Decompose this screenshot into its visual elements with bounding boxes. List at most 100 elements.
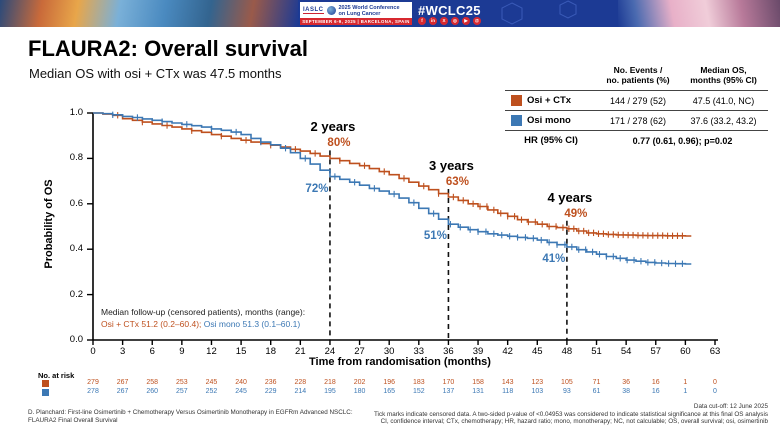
x-tick-label: 42: [502, 346, 513, 357]
x-tick-label: 0: [90, 346, 96, 357]
risk-value: 61: [592, 388, 601, 395]
youtube-icon[interactable]: ▶: [462, 17, 470, 25]
hr-label: HR (95% CI): [524, 135, 578, 146]
risk-value: 36: [622, 379, 631, 386]
conference-logo-box: IASLC 2025 World Conference on Lung Canc…: [300, 2, 412, 25]
osi-ctx-median: 47.5 (41.0, NC): [692, 95, 755, 106]
col-header-median-os: Median OS, months (95% CI): [690, 65, 757, 85]
x-tick-label: 15: [235, 346, 247, 357]
x-tick-label: 6: [149, 346, 155, 357]
threads-icon[interactable]: @: [473, 17, 481, 25]
osi-mono-legend-swatch: [511, 115, 522, 126]
risk-value: 1: [683, 388, 688, 395]
x-tick-label: 57: [650, 346, 662, 357]
risk-row-osi-mono: 278 267 260 257 252 245 229 214 195 180 165 152 137 1…: [0, 388, 780, 397]
risk-value: 236: [264, 379, 277, 386]
x-tick-label: 12: [206, 346, 217, 357]
footer-citation: D. Planchard: First-line Osimertinib + C…: [28, 409, 353, 424]
y-tick-label: 0.0: [69, 334, 83, 345]
page-subtitle: Median OS with osi + CTx was 47.5 months: [29, 66, 282, 81]
risk-value: 258: [146, 379, 159, 386]
landmark-osi-mono-pct-48: 41%: [542, 252, 566, 265]
social-icons: f in X ◎ ▶ @: [418, 17, 481, 25]
landmark-osi-ctx-pct-48: 49%: [564, 207, 588, 220]
risk-value: 229: [264, 388, 277, 395]
risk-value: 123: [531, 379, 544, 386]
page-title: FLAURA2: Overall survival: [28, 36, 308, 61]
x-tick-label: 60: [680, 346, 691, 357]
wclc-globe-icon: [326, 6, 336, 15]
footnote-abbreviations: CI, confidence interval; CTx, chemothera…: [380, 418, 768, 425]
median-followup-label: Median follow-up (censored patients), mo…: [101, 307, 306, 317]
iaslc-logo: IASLC: [303, 7, 324, 14]
no-at-risk-title: No. at risk: [38, 371, 75, 380]
osi-mono-label: Osi mono: [527, 115, 571, 126]
landmark-osi-ctx-pct-36: 63%: [445, 175, 469, 188]
x-tick-label: 45: [531, 346, 543, 357]
risk-value: 152: [412, 388, 425, 395]
risk-value: 93: [562, 388, 571, 395]
risk-value: 170: [442, 379, 455, 386]
risk-value: 252: [205, 388, 218, 395]
x-tick-label: 3: [119, 346, 126, 357]
osi-mono-median: 37.6 (33.2, 43.2): [690, 115, 757, 126]
landmark-label-24: 2 years: [310, 119, 356, 135]
risk-value: 214: [294, 388, 307, 395]
x-tick-label: 9: [179, 346, 185, 357]
hexagon-decoration: [501, 0, 577, 25]
risk-value: 253: [176, 379, 188, 386]
col-header-events: No. Events / no. patients (%): [606, 65, 670, 85]
risk-value: 158: [472, 379, 484, 386]
x-icon[interactable]: X: [440, 17, 448, 25]
risk-row-swatch: [42, 389, 49, 396]
x-tick-label: 48: [561, 346, 573, 357]
y-tick-label: 0.6: [69, 197, 83, 209]
risk-value: 267: [116, 388, 129, 395]
y-tick-label: 0.8: [69, 152, 83, 164]
osi-mono-events: 171 / 278 (62): [609, 115, 667, 126]
risk-value: 240: [235, 379, 247, 386]
x-tick-label: 39: [472, 346, 484, 357]
hr-value: 0.77 (0.61, 0.96); p=0.02: [632, 135, 733, 146]
landmark-label-48: 4 years: [547, 189, 593, 205]
risk-value: 118: [502, 388, 514, 395]
risk-row-osi-ctx: 279 267 258 253 245 240 236 228 218 202 196 183 170 1…: [0, 379, 780, 388]
x-tick-label: 24: [324, 346, 336, 357]
landmark-osi-mono-pct-24: 72%: [305, 182, 329, 195]
risk-value: 228: [294, 379, 307, 386]
risk-value: 279: [87, 379, 99, 386]
risk-value: 16: [651, 388, 660, 395]
risk-value: 180: [353, 388, 366, 395]
conference-banner: IASLC 2025 World Conference on Lung Canc…: [0, 0, 780, 27]
x-tick-label: 33: [413, 346, 425, 357]
risk-value: 16: [651, 379, 660, 386]
hashtag: #WCLC25: [418, 3, 481, 18]
risk-value: 218: [324, 379, 336, 386]
risk-value: 143: [501, 379, 514, 386]
summary-row-osi-mono: Osi mono 171 / 278 (62) 37.6 (33.2, 43.2…: [505, 111, 768, 131]
instagram-icon[interactable]: ◎: [451, 17, 459, 25]
median-followup-osi-ctx: Osi + CTx 51.2 (0.2–60.4);: [101, 319, 202, 329]
x-tick-label: 21: [295, 346, 306, 357]
risk-value: 1: [683, 379, 688, 386]
x-tick-label: 51: [591, 346, 602, 357]
y-tick-label: 1.0: [69, 107, 83, 118]
y-tick-label: 0.4: [69, 243, 83, 255]
risk-value: 71: [592, 379, 601, 386]
risk-value: 202: [353, 379, 366, 386]
banner-photo-right: [618, 0, 780, 27]
x-tick-label: 63: [709, 346, 721, 357]
risk-value: 131: [472, 388, 484, 395]
facebook-icon[interactable]: f: [418, 17, 426, 25]
x-tick-label: 27: [354, 346, 365, 357]
conference-name: 2025 World Conference on Lung Cancer: [338, 4, 400, 17]
landmark-osi-ctx-pct-24: 80%: [327, 137, 351, 150]
risk-value: 165: [383, 388, 396, 395]
x-tick-label: 18: [265, 346, 276, 357]
risk-value: 267: [116, 379, 129, 386]
linkedin-icon[interactable]: in: [429, 17, 437, 25]
risk-value: 183: [412, 379, 425, 386]
osi-ctx-label: Osi + CTx: [527, 95, 572, 106]
risk-value: 245: [235, 388, 247, 395]
